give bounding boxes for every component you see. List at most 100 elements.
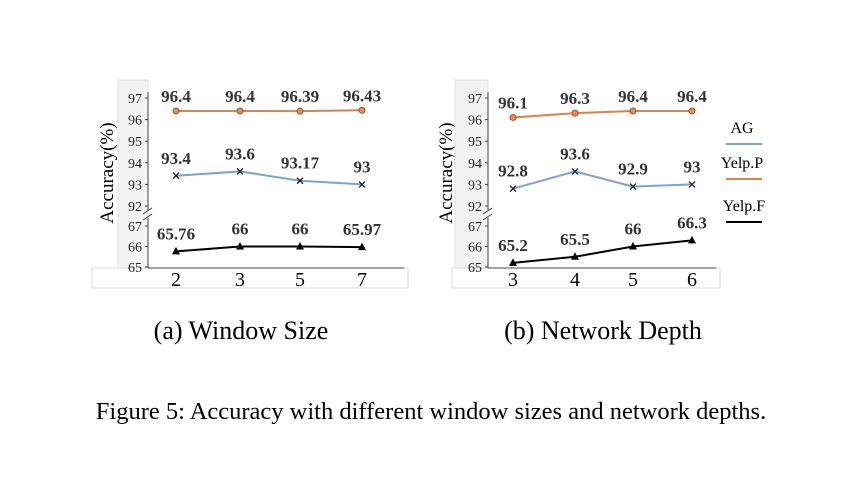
marker-stroke (358, 180, 366, 188)
chart-a-point-yelp-f (296, 242, 304, 250)
chart-b-series-line-ag (512, 170, 693, 190)
chart-b-series-line-yelp-f (512, 239, 693, 264)
chart-b-x-axis-band (451, 267, 721, 289)
chart-b-y-tick-label: 94 (468, 157, 482, 172)
chart-a-y-tick-label: 67 (128, 220, 142, 235)
subcaption-b: (b) Network Depth (504, 316, 702, 345)
chart-b-y-tick-label: 66 (468, 241, 482, 256)
legend-label-yelp-f: Yelp.F (723, 198, 766, 215)
chart-a-point-yelp-f (172, 246, 180, 255)
chart-b-axis-break-mark-2 (482, 213, 493, 221)
chart-a-point-ag (236, 167, 244, 175)
chart-a-point-yelp-p (172, 107, 180, 115)
chart-a-y-tick-label: 65 (128, 261, 142, 276)
chart-b-point-yelp-p (629, 107, 637, 115)
chart-a-axis-break-mark-2 (142, 213, 153, 221)
chart-b-data-label-ag: 92.8 (498, 162, 528, 181)
chart-a-y-tick-label: 93 (128, 178, 142, 193)
chart-b-y-tick-label: 65 (468, 261, 482, 276)
chart-b-y-tick-label: 93 (468, 178, 482, 193)
chart-b-data-label-ag: 93.6 (560, 144, 590, 163)
chart-b-point-yelp-p (509, 113, 517, 121)
chart-a-point-yelp-p (236, 107, 244, 115)
chart-b-axis-backdrop (454, 79, 489, 269)
chart-a-data-label-yelp-p: 96.43 (343, 86, 381, 105)
chart-a-point-ag (358, 180, 366, 188)
chart-a-series-line-yelp-p (176, 109, 363, 113)
chart-b-y-tick-label: 92 (468, 200, 482, 215)
marker-stroke (571, 167, 579, 175)
chart-a-data-label-ag: 93.17 (281, 154, 320, 173)
chart-a-data-label-yelp-p: 96.4 (225, 87, 255, 106)
chart-b-data-label-yelp-p: 96.1 (498, 93, 528, 112)
chart-a-y-axis-label: Accuracy(%) (97, 122, 118, 223)
chart-a-data-label-yelp-f: 65.97 (343, 220, 382, 239)
chart-a-data-label-yelp-p: 96.39 (281, 87, 319, 106)
chart-a-y-tick-label: 96 (128, 114, 142, 129)
chart-a-point-yelp-f (358, 242, 366, 251)
chart-b-data-label-yelp-f: 65.5 (560, 230, 590, 249)
chart-b-point-yelp-f (688, 235, 696, 244)
chart-b-y-axis-label: Accuracy(%) (436, 122, 457, 223)
legend-label-yelp-p: Yelp.P (721, 155, 764, 172)
marker-stroke (509, 185, 517, 193)
chart-b-point-yelp-p (688, 107, 696, 115)
chart-b-x-tick-label: 5 (628, 269, 638, 291)
chart-a-axis-backdrop (117, 79, 149, 269)
chart-b-point-yelp-f (629, 242, 637, 250)
marker-stroke (236, 167, 244, 175)
chart-a-x-tick-label: 7 (357, 269, 367, 291)
chart-b-y-tick-label: 95 (468, 135, 482, 150)
chart-b-series-line-yelp-p (512, 109, 692, 119)
chart-network-depth: Accuracy(%) 97 96 95 94 93 92 67 66 65 3 4 5 6 96.1 96… (436, 79, 721, 291)
chart-b-x-tick-label: 4 (570, 269, 580, 291)
chart-b-x-tick-label: 6 (687, 269, 697, 291)
chart-b-data-label-yelp-p: 96.4 (618, 87, 648, 106)
chart-a-data-label-yelp-f: 66 (232, 220, 249, 239)
legend: AG Yelp.P Yelp.F (721, 120, 766, 223)
chart-a-point-ag (172, 172, 180, 180)
chart-a-y-tick-label: 92 (128, 200, 142, 215)
marker-stroke (172, 172, 180, 180)
chart-a-data-label-yelp-p: 96.4 (161, 87, 191, 106)
chart-b-point-ag (688, 180, 696, 188)
chart-b-data-label-yelp-p: 96.3 (560, 89, 590, 108)
subcaption-a: (a) Window Size (154, 316, 329, 345)
chart-b-x-tick-label: 3 (508, 269, 518, 291)
chart-a-data-label-yelp-f: 66 (292, 220, 309, 239)
marker-stroke (296, 177, 304, 185)
chart-a-series-line-yelp-f (175, 245, 363, 253)
chart-b-data-label-yelp-f: 66.3 (677, 213, 707, 232)
chart-b-data-label-yelp-p: 96.4 (677, 87, 707, 106)
chart-b-point-yelp-p (571, 109, 579, 117)
figure-caption: Figure 5: Accuracy with different window… (96, 398, 766, 425)
chart-a-x-tick-label: 5 (295, 269, 305, 291)
marker-stroke (688, 180, 696, 188)
chart-a-y-tick-label: 66 (128, 241, 142, 256)
chart-b-axis-break-mark-1 (482, 207, 493, 215)
chart-window-size: Accuracy(%) 97 96 95 94 93 92 67 66 65 2 3 5 7 96.4 96… (91, 79, 409, 291)
chart-a-series-line-ag (175, 170, 363, 186)
chart-b-point-yelp-f (571, 252, 579, 260)
chart-a-axis-break-mark-1 (142, 207, 153, 215)
chart-b-point-ag (509, 185, 517, 193)
chart-a-data-label-ag: 93.6 (225, 144, 255, 163)
chart-a-y-tick-label: 94 (128, 157, 142, 172)
chart-b-data-label-ag: 92.9 (618, 160, 648, 179)
chart-b-y-tick-label: 97 (468, 92, 482, 107)
chart-b-point-ag (571, 167, 579, 175)
chart-a-y-tick-label: 97 (128, 92, 142, 107)
chart-a-point-ag (296, 177, 304, 185)
chart-b-data-label-ag: 93 (684, 157, 701, 176)
chart-b-data-label-yelp-f: 66 (625, 220, 642, 239)
chart-a-point-yelp-p (358, 106, 366, 114)
chart-b-point-yelp-f (509, 258, 517, 266)
chart-a-y-tick-label: 95 (128, 135, 142, 150)
marker-stroke (629, 183, 637, 191)
chart-a-x-tick-label: 3 (235, 269, 245, 291)
chart-b-point-ag (629, 183, 637, 191)
chart-a-data-label-ag: 93.4 (161, 149, 191, 168)
chart-a-data-label-ag: 93 (354, 157, 371, 176)
chart-a-point-yelp-p (296, 107, 304, 115)
